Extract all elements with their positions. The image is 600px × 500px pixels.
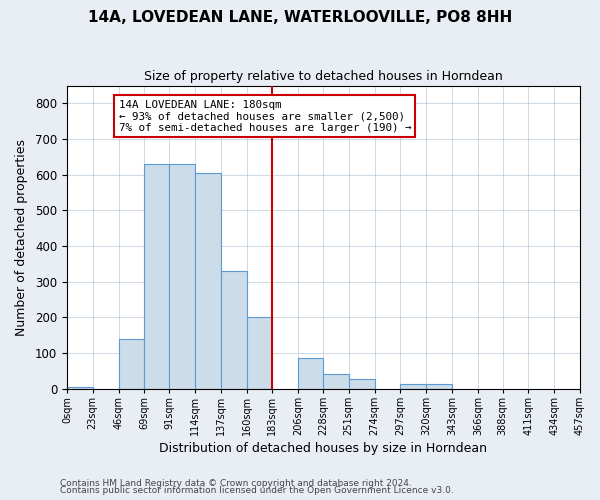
Bar [145,164,169,388]
Bar [349,379,374,388]
Bar [67,387,93,388]
Bar [400,384,426,388]
Bar [169,164,195,388]
Title: Size of property relative to detached houses in Horndean: Size of property relative to detached ho… [144,70,503,83]
Bar [195,173,221,388]
Text: 14A LOVEDEAN LANE: 180sqm
← 93% of detached houses are smaller (2,500)
7% of sem: 14A LOVEDEAN LANE: 180sqm ← 93% of detac… [119,100,411,133]
Bar [221,271,247,388]
Bar [426,384,452,388]
Y-axis label: Number of detached properties: Number of detached properties [15,138,28,336]
Bar [298,358,323,388]
X-axis label: Distribution of detached houses by size in Horndean: Distribution of detached houses by size … [160,442,487,455]
Bar [323,374,349,388]
Bar [247,318,272,388]
Text: Contains HM Land Registry data © Crown copyright and database right 2024.: Contains HM Land Registry data © Crown c… [60,478,412,488]
Bar [119,339,145,388]
Text: Contains public sector information licensed under the Open Government Licence v3: Contains public sector information licen… [60,486,454,495]
Text: 14A, LOVEDEAN LANE, WATERLOOVILLE, PO8 8HH: 14A, LOVEDEAN LANE, WATERLOOVILLE, PO8 8… [88,10,512,25]
